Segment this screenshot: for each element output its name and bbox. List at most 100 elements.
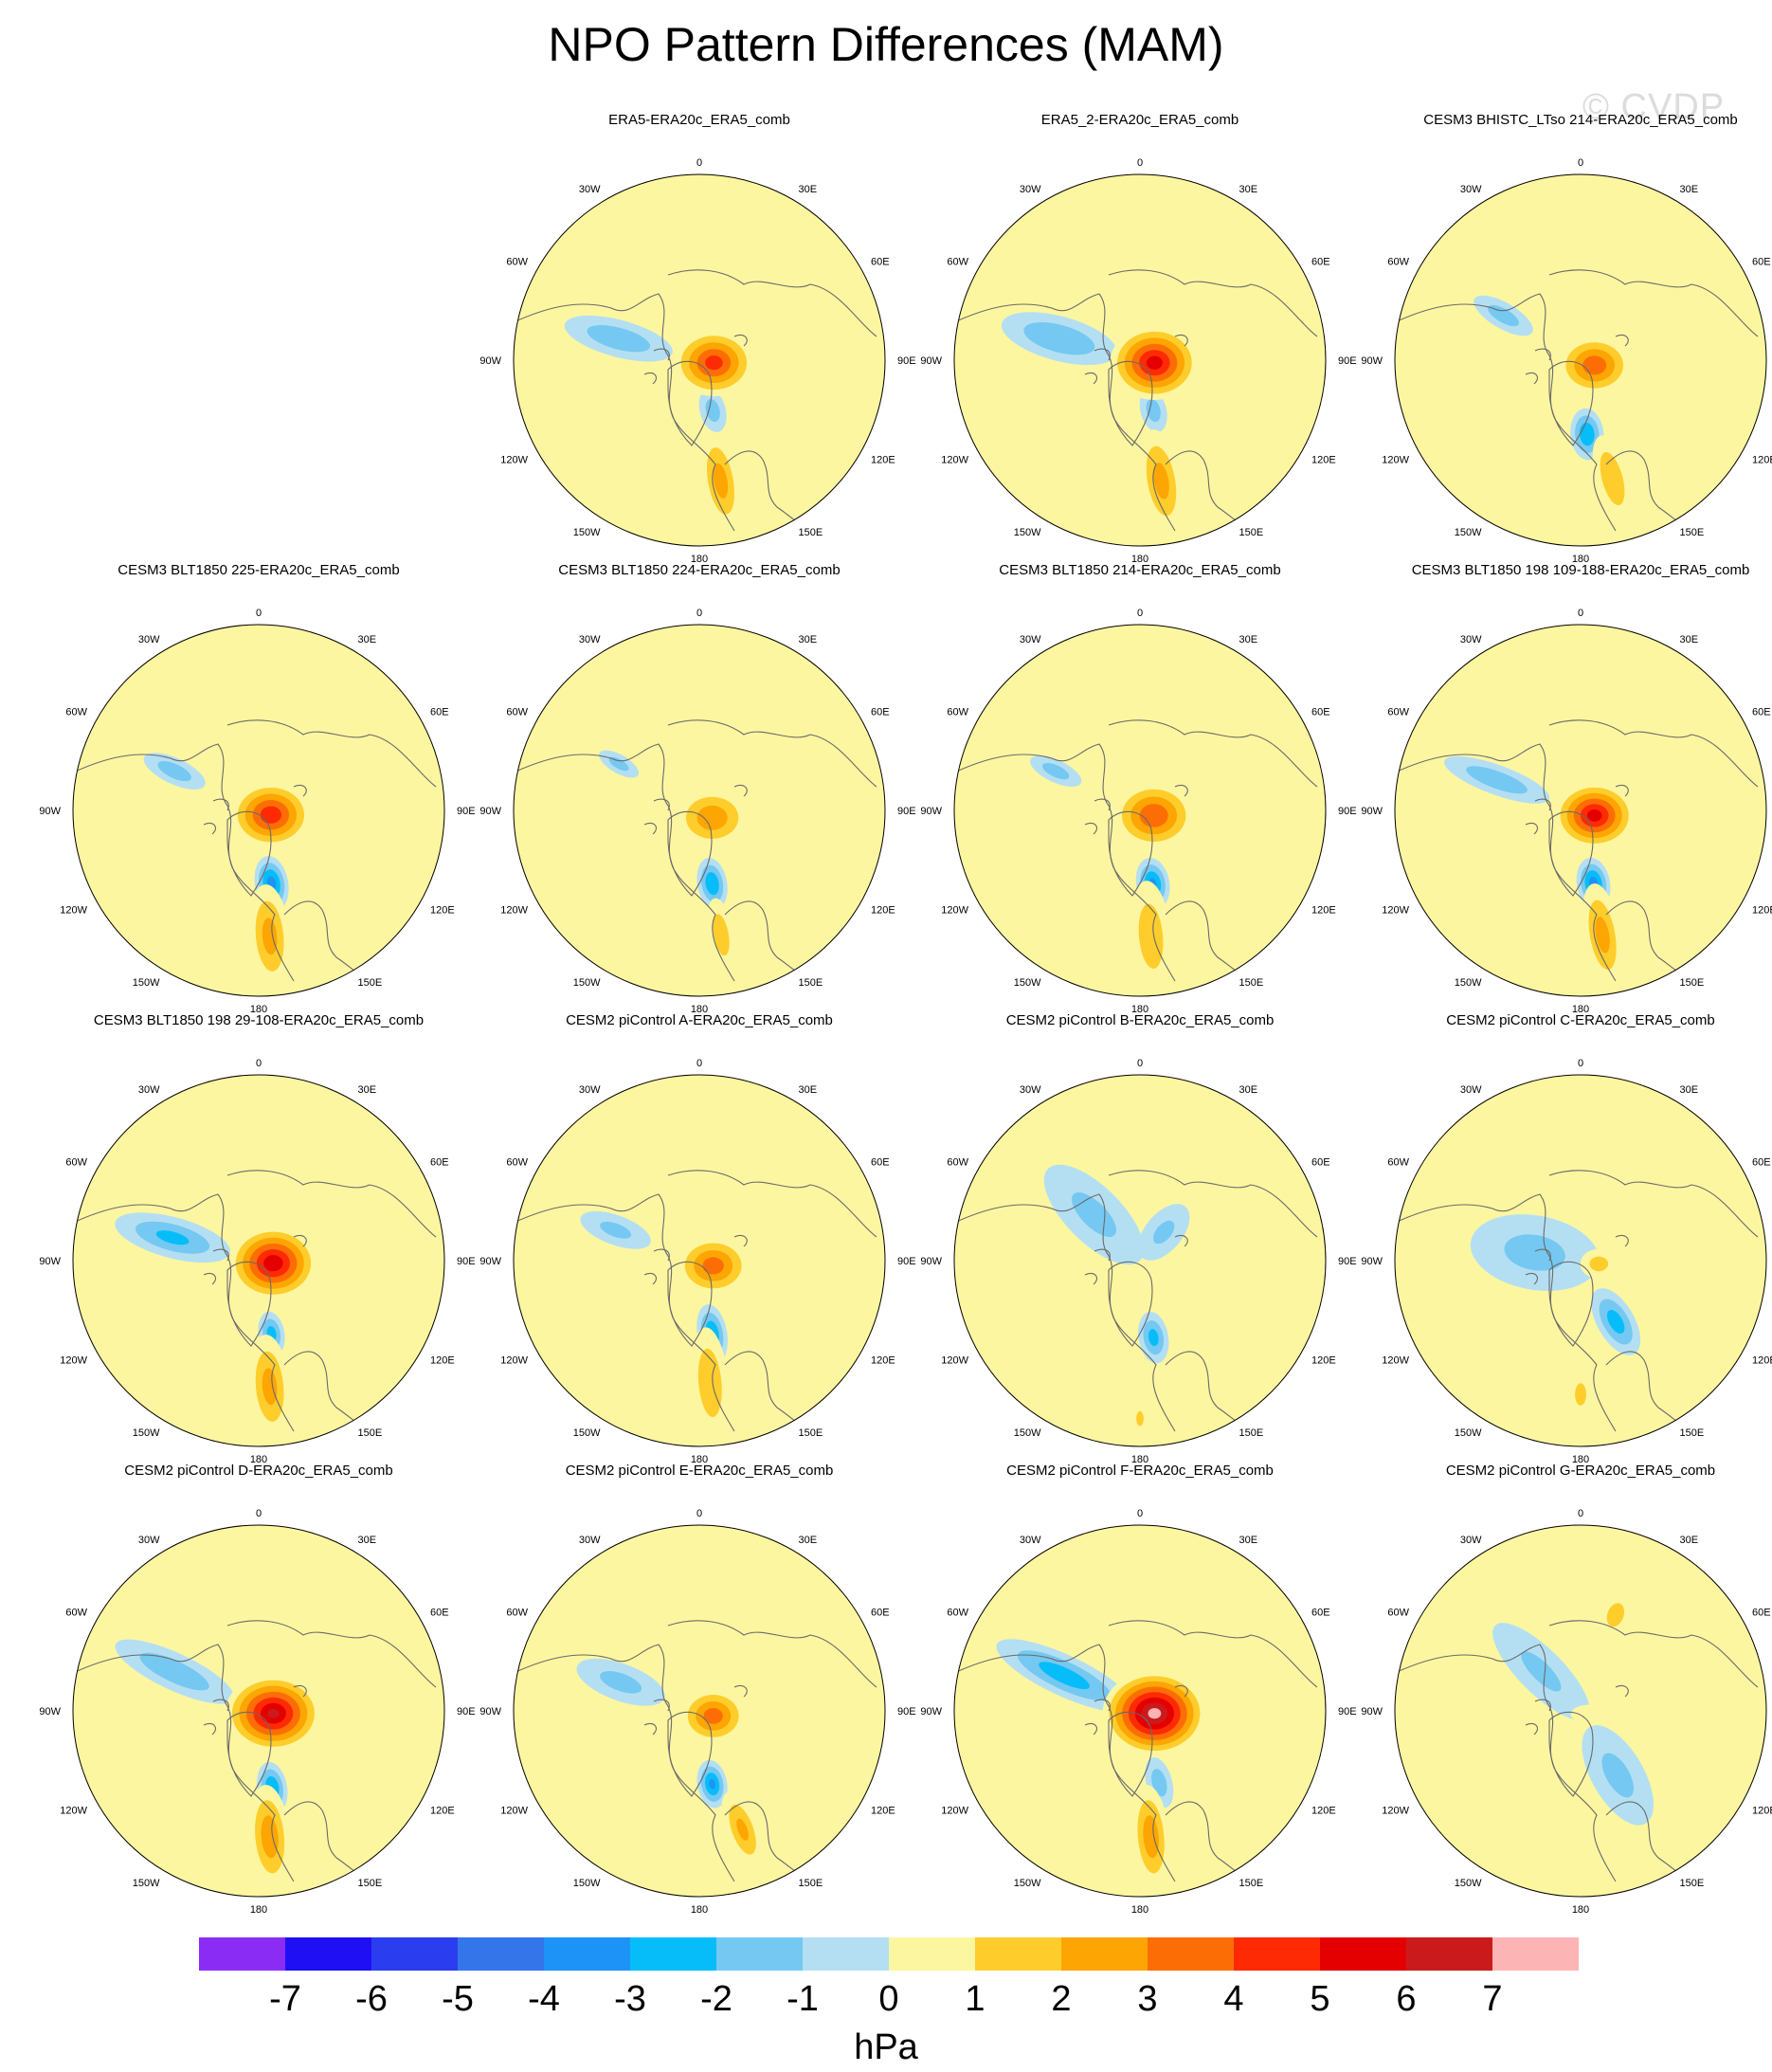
colorbar-boxes <box>199 1937 1579 1971</box>
positive-anomaly <box>713 463 729 499</box>
longitude-label: 0 <box>1578 157 1583 169</box>
longitude-label: 30E <box>358 634 377 645</box>
longitude-label: 150W <box>1455 527 1482 538</box>
positive-anomaly <box>1595 917 1610 954</box>
longitude-label: 0 <box>1137 157 1143 169</box>
colorbar-box <box>199 1937 285 1971</box>
longitude-label: 150W <box>573 527 601 538</box>
longitude-label: 30W <box>1020 1084 1041 1096</box>
longitude-label: 60E <box>1752 707 1771 718</box>
positive-anomaly <box>697 1348 722 1417</box>
negative-anomaly <box>600 1670 642 1694</box>
longitude-label: 90E <box>897 355 916 367</box>
longitude-label: 30E <box>799 184 818 195</box>
positive-anomaly <box>1575 1383 1586 1406</box>
longitude-label: 30E <box>799 1084 818 1096</box>
positive-anomaly <box>736 1818 749 1841</box>
positive-anomaly <box>263 1255 283 1272</box>
negative-anomaly <box>1504 1234 1565 1271</box>
longitude-label: 150W <box>1014 1878 1041 1889</box>
longitude-label: 30E <box>1239 1535 1258 1546</box>
colorbar-tick-label: 5 <box>1310 1979 1329 2019</box>
colorbar-box <box>630 1937 716 1971</box>
colorbar-box <box>544 1937 630 1971</box>
map-panel: CESM2 piControl G-ERA20c_ERA5_comb 180 150… <box>1360 1463 1772 1916</box>
longitude-label: 60W <box>947 707 968 718</box>
longitude-label: 120E <box>871 905 895 917</box>
longitude-label: 120W <box>1382 1355 1409 1367</box>
map-border <box>1394 1524 1767 1898</box>
longitude-label: 120E <box>1752 1806 1772 1817</box>
map-border <box>513 1074 886 1447</box>
panel-title: ERA5_2-ERA20c_ERA5_comb <box>1040 112 1239 128</box>
negative-anomaly <box>1148 1329 1159 1347</box>
longitude-label: 60W <box>506 707 528 718</box>
longitude-label: 60E <box>1311 1608 1330 1619</box>
longitude-label: 90E <box>897 1256 916 1267</box>
longitude-label: 120E <box>1311 905 1336 917</box>
longitude-label: 90W <box>479 355 501 367</box>
longitude-label: 60W <box>1387 1157 1409 1169</box>
longitude-label: 60E <box>1752 1608 1771 1619</box>
positive-anomaly <box>703 1708 723 1724</box>
colorbar-box <box>889 1937 975 1971</box>
longitude-label: 30W <box>579 1535 601 1546</box>
longitude-label: 150W <box>133 977 160 989</box>
longitude-label: 150E <box>799 977 823 989</box>
longitude-label: 60W <box>65 707 87 718</box>
longitude-label: 30W <box>138 1535 160 1546</box>
longitude-label: 90E <box>1338 806 1357 817</box>
longitude-label: 120E <box>871 1806 895 1817</box>
longitude-label: 150W <box>1014 977 1041 989</box>
negative-anomaly <box>1041 763 1070 780</box>
longitude-label: 30E <box>799 634 818 645</box>
negative-anomaly <box>608 756 629 772</box>
negative-anomaly <box>705 872 719 896</box>
negative-anomaly <box>157 761 191 782</box>
positive-anomaly <box>261 1815 279 1859</box>
longitude-label: 90W <box>1361 355 1383 367</box>
longitude-label: 60W <box>506 1157 528 1169</box>
longitude-label: 180 <box>1131 1454 1148 1465</box>
map-border <box>513 624 886 997</box>
longitude-label: 180 <box>691 1454 708 1465</box>
map-border <box>953 173 1327 547</box>
colorbar-box <box>975 1937 1061 1971</box>
longitude-label: 30W <box>1460 1535 1482 1546</box>
longitude-label: 90E <box>1338 1706 1357 1718</box>
longitude-label: 150E <box>1680 527 1705 538</box>
longitude-label: 60W <box>1387 707 1409 718</box>
negative-anomaly <box>1151 1769 1167 1797</box>
positive-anomaly <box>1600 451 1625 506</box>
longitude-label: 90E <box>457 1256 476 1267</box>
coastlines <box>514 719 877 987</box>
longitude-label: 90E <box>1338 355 1357 367</box>
map-border <box>513 1524 886 1898</box>
longitude-label: 150E <box>799 1427 823 1439</box>
longitude-label: 90E <box>457 1706 476 1718</box>
map-border <box>1394 173 1767 547</box>
longitude-label: 30W <box>1460 184 1482 195</box>
longitude-label: 60W <box>506 257 528 268</box>
longitude-label: 30W <box>1020 634 1041 645</box>
longitude-label: 120W <box>941 905 968 917</box>
positive-anomaly <box>260 806 282 824</box>
longitude-label: 180 <box>1131 554 1148 565</box>
longitude-label: 150E <box>358 1427 383 1439</box>
longitude-label: 150E <box>1239 527 1264 538</box>
negative-anomaly <box>155 1230 190 1245</box>
colorbar-box <box>1492 1937 1579 1971</box>
map-panel: CESM3 BLT1850 214-ERA20c_ERA5_comb 180 150… <box>919 562 1361 1015</box>
map-border <box>72 1074 445 1447</box>
map-border <box>953 624 1327 997</box>
longitude-label: 90E <box>897 806 916 817</box>
longitude-label: 150W <box>1455 1427 1482 1439</box>
colorbar-box <box>1320 1937 1406 1971</box>
longitude-label: 120E <box>430 1806 455 1817</box>
negative-anomaly <box>1039 1662 1090 1690</box>
